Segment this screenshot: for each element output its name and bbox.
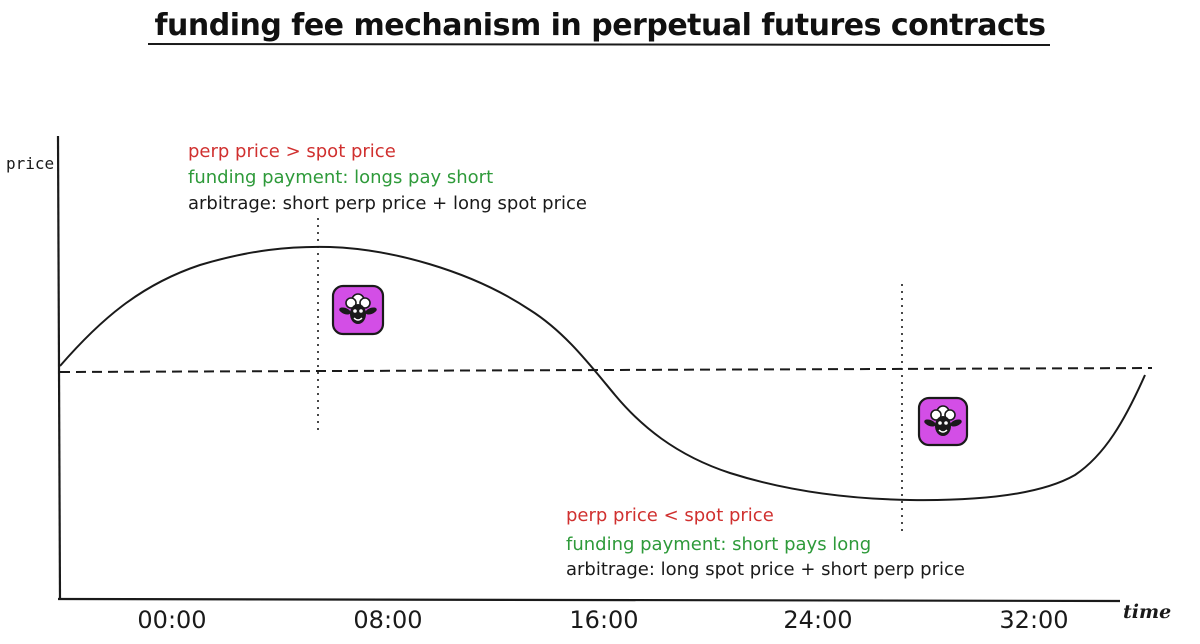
x-tick-label: 08:00	[353, 606, 423, 634]
above-funding-text: funding payment: longs pay short	[188, 167, 494, 188]
x-tick-label: 00:00	[137, 606, 207, 634]
sheep-logo-icon	[331, 284, 385, 336]
x-axis-label: time	[1123, 601, 1172, 623]
above-condition-text: perp price > spot price	[188, 141, 396, 162]
title-underline	[147, 43, 1051, 46]
below-funding-text: funding payment: short pays long	[566, 534, 872, 555]
x-axis	[57, 597, 1121, 603]
x-tick-label: 24:00	[783, 606, 853, 634]
perp-price-curve	[59, 245, 1146, 502]
x-tick-label: 16:00	[569, 606, 639, 634]
below-arbitrage-text: arbitrage: long spot price + short perp …	[566, 559, 965, 580]
diagram-title: funding fee mechanism in perpetual futur…	[154, 8, 1046, 43]
y-axis-label: price	[6, 154, 55, 173]
below-condition-text: perp price < spot price	[566, 505, 774, 526]
y-axis	[56, 135, 62, 601]
x-tick-label: 32:00	[999, 606, 1069, 634]
above-arbitrage-text: arbitrage: short perp price + long spot …	[188, 193, 587, 214]
sheep-logo-icon	[917, 396, 969, 447]
spot-price-line	[59, 367, 1153, 373]
